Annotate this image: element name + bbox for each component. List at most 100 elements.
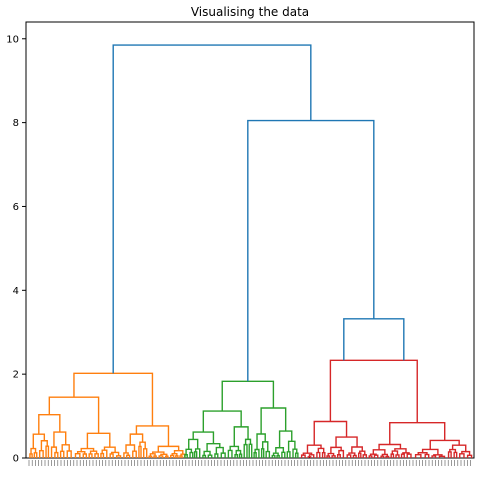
dendrogram-link: [59, 450, 65, 458]
dendrogram-link: [170, 454, 175, 458]
dendrogram-link: [281, 451, 286, 458]
dendrogram-link: [82, 453, 88, 458]
dendrogram-link: [143, 448, 148, 458]
dendrogram-link: [235, 449, 242, 455]
dendrogram-link: [86, 432, 111, 449]
dendrogram-link: [73, 372, 154, 426]
dendrogram-link: [276, 454, 280, 458]
dendrogram-link: [260, 448, 265, 458]
dendrogram-link: [38, 449, 44, 458]
y-tick-label: 0: [13, 454, 19, 465]
dendrogram-link: [335, 436, 358, 448]
dendrogram-link: [313, 420, 348, 446]
dendrogram-link: [103, 446, 116, 453]
y-tick-label: 6: [13, 202, 19, 213]
dendrogram-link: [389, 421, 446, 445]
dendrogram-link: [260, 407, 287, 434]
dendrogram-link: [321, 452, 326, 458]
dendrogram-link: [88, 453, 93, 458]
dendrogram-link: [357, 452, 362, 458]
dendrogram-link: [220, 452, 226, 458]
dendrogram-link: [188, 438, 199, 450]
dendrogram-link: [76, 450, 86, 455]
axes-frame: [25, 21, 475, 459]
dendrogram-link: [429, 439, 460, 450]
dendrogram-link: [261, 441, 269, 452]
dendrogram-link: [351, 446, 363, 454]
dendrogram-link: [214, 453, 219, 458]
dendrogram-link: [109, 453, 114, 458]
dendrogram-link: [129, 433, 144, 445]
dendrogram-link: [40, 440, 48, 451]
dendrogram-link: [380, 455, 385, 458]
dendrogram-link: [395, 454, 400, 458]
dendrogram-link: [135, 425, 170, 447]
dendrogram-link: [160, 453, 168, 457]
dendrogram-link: [45, 445, 50, 458]
dendrogram-link: [272, 452, 279, 456]
dendrogram-link: [54, 451, 59, 458]
y-tick-label: 2: [13, 370, 19, 381]
dendrogram-link: [466, 454, 473, 458]
dendrogram-link: [327, 452, 335, 457]
dendrogram-link: [148, 455, 153, 458]
dendrogram-link: [138, 445, 142, 458]
dendrogram-link: [400, 453, 405, 458]
dendrogram-link: [368, 455, 373, 458]
dendrogram-link: [352, 454, 357, 458]
dendrogram-link: [125, 444, 136, 453]
dendrogram-link: [424, 453, 430, 458]
dendrogram-link: [378, 443, 402, 450]
y-tick-label: 8: [13, 118, 19, 129]
dendrogram-link: [89, 450, 98, 454]
chart-title: Visualising the data: [190, 5, 310, 19]
dendrogram-link: [369, 453, 377, 456]
axes-box: [25, 21, 475, 459]
dendrogram-link: [110, 451, 120, 456]
dendrogram-link: [38, 413, 61, 435]
dendrogram-links: [29, 44, 473, 458]
dendrogram-link: [94, 453, 99, 458]
dendrogram-link: [203, 450, 211, 456]
dendrogram-link: [317, 447, 325, 453]
dendrogram-link: [126, 454, 131, 458]
dendrogram-link: [265, 450, 271, 458]
dendrogram-link: [248, 443, 253, 458]
dendrogram-link: [227, 449, 233, 458]
dendrogram-link: [414, 453, 422, 458]
dendrogram-link: [132, 450, 137, 458]
dendrogram-link: [431, 455, 437, 458]
dendrogram-link: [192, 431, 215, 444]
dendrogram-link: [253, 452, 257, 458]
dendrogram-link: [158, 455, 164, 458]
dendrogram-link: [326, 455, 331, 458]
dendrogram-link: [243, 443, 248, 458]
dendrogram-link: [417, 452, 428, 455]
dendrogram-link: [202, 410, 242, 433]
dendrogram-link: [238, 453, 243, 458]
dendrogram-link: [307, 456, 312, 458]
dendrogram-link: [453, 451, 458, 458]
dendrogram-link: [381, 453, 389, 457]
dendrogram-link: [139, 441, 146, 449]
y-tick-label: 10: [6, 34, 19, 45]
dendrogram-link: [359, 450, 366, 455]
dendrogram-link: [348, 452, 356, 456]
y-axis: 0 2 4 6 8 10: [6, 34, 26, 465]
dendrogram-link: [247, 119, 375, 382]
dendrogram-link: [287, 440, 296, 452]
dendrogram-link: [447, 451, 452, 458]
dendrogram-link: [286, 451, 291, 458]
dendrogram-link: [66, 450, 72, 458]
dendrogram-link: [157, 445, 180, 453]
dendrogram-link: [343, 318, 405, 361]
dendrogram-link: [153, 455, 157, 458]
dendrogram-link: [406, 453, 412, 458]
dendrogram-link: [459, 453, 465, 458]
dendrogram-link: [189, 451, 194, 458]
dendrogram-link: [221, 380, 275, 412]
dendrogram-link: [329, 359, 418, 423]
dendrogram-link: [179, 455, 183, 458]
dendrogram-link: [390, 453, 395, 458]
